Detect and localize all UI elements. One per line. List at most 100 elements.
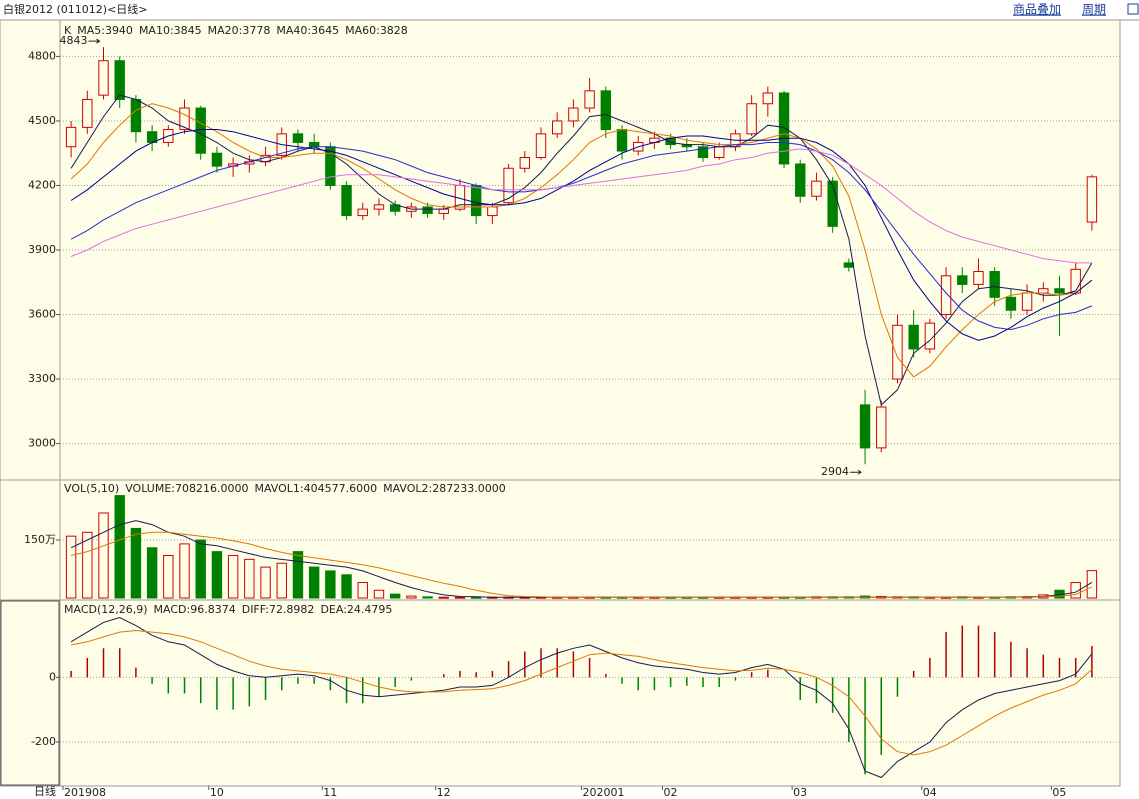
candle-body xyxy=(584,90,595,109)
extreme-label: 4843 xyxy=(60,34,88,47)
y-tick-label: 0 xyxy=(49,670,56,683)
volume-bar xyxy=(1070,582,1081,599)
y-tick-label: 3900 xyxy=(28,243,56,256)
legend-entry: K xyxy=(64,24,72,37)
period-label: 日线 xyxy=(34,784,56,798)
volume-bar xyxy=(98,512,109,599)
candle-body xyxy=(1054,288,1065,294)
candle-body xyxy=(1086,176,1098,223)
candle-body xyxy=(908,324,919,350)
extreme-label: 2904 xyxy=(821,465,849,478)
volume-bar xyxy=(308,566,320,599)
legend-entry: MA40:3645 xyxy=(276,24,339,37)
indicator-line xyxy=(70,142,1093,331)
indicator-line xyxy=(70,148,1092,264)
indicator-line xyxy=(70,129,1093,341)
candle-body xyxy=(892,324,903,380)
candle-body xyxy=(487,206,498,217)
y-tick-label: -200 xyxy=(31,735,56,748)
extreme-arrow xyxy=(850,469,862,475)
volume-bar xyxy=(82,531,93,599)
x-tick-label: 202001 xyxy=(583,786,625,799)
candle-body xyxy=(65,126,77,148)
candle-body xyxy=(973,271,984,285)
x-tick-label: 03 xyxy=(793,786,807,799)
legend-entry: VOLUME:708216.0000 xyxy=(125,482,248,495)
settings-icon[interactable] xyxy=(1127,3,1139,15)
volume-bar xyxy=(1086,570,1098,599)
volume-bar xyxy=(260,566,271,599)
legend-entry: MA60:3828 xyxy=(345,24,408,37)
candle-body xyxy=(130,98,142,133)
candle-body xyxy=(746,103,757,135)
y-tick-label: 150万 xyxy=(24,533,56,546)
indicator-line xyxy=(70,94,1093,406)
volume-bar xyxy=(389,593,401,599)
candle-body xyxy=(843,262,855,268)
x-tick-label: 04 xyxy=(923,786,937,799)
indicator-line xyxy=(71,629,1093,756)
period-link[interactable]: 周期 xyxy=(1082,3,1106,17)
candle-body xyxy=(519,157,530,169)
candle-body xyxy=(600,90,612,131)
volume-bar xyxy=(195,539,206,599)
overlay-link[interactable]: 商品叠加 xyxy=(1013,2,1061,17)
candle-body xyxy=(827,180,838,227)
volume-bar xyxy=(325,570,336,599)
legend-entry: MA5:3940 xyxy=(77,24,133,37)
candle-body xyxy=(957,275,968,285)
candle-body xyxy=(308,141,320,148)
candle-body xyxy=(989,271,1000,298)
x-tick-label: 10 xyxy=(210,786,224,799)
candle-body xyxy=(1038,288,1049,294)
title: 白银2012 (011012)<日线> xyxy=(3,2,148,16)
volume-bar xyxy=(244,558,255,599)
volume-bar xyxy=(292,551,304,599)
candle-body xyxy=(778,92,790,165)
candle-body xyxy=(211,152,223,167)
candle-body xyxy=(859,404,871,449)
extreme-arrow xyxy=(88,38,101,44)
legend-entry: MACD:96.8374 xyxy=(154,603,236,616)
candle-body xyxy=(114,60,125,100)
legend-entry: MAVOL1:404577.6000 xyxy=(254,482,377,495)
volume-bar xyxy=(406,595,417,599)
y-tick-label: 4800 xyxy=(28,49,56,62)
candle-body xyxy=(535,133,547,159)
candle-body xyxy=(470,184,482,217)
legend-entry: MAVOL2:287233.0000 xyxy=(383,482,506,495)
candle-body xyxy=(876,406,887,449)
candle-body xyxy=(357,208,368,217)
y-tick-label: 3000 xyxy=(28,437,56,450)
candle-body xyxy=(98,60,109,96)
candle-body xyxy=(714,146,725,159)
indicator-line xyxy=(70,531,1093,598)
candle-body xyxy=(551,120,563,135)
volume-bar xyxy=(163,554,174,599)
volume-bar xyxy=(438,596,449,599)
candle-body xyxy=(503,167,514,204)
chart-area xyxy=(0,19,1121,787)
x-tick-label: 11 xyxy=(323,786,337,799)
candle-body xyxy=(1070,268,1081,294)
candle-body xyxy=(373,204,385,210)
legend-entry: MA10:3845 xyxy=(139,24,202,37)
y-tick-label: 4200 xyxy=(28,178,56,191)
volume-bar xyxy=(65,535,77,599)
candle-body xyxy=(325,146,336,186)
legend-entry: VOL(5,10) xyxy=(64,482,119,495)
volume-bar xyxy=(146,547,158,599)
candle-body xyxy=(195,107,206,154)
volume-bar xyxy=(179,543,190,599)
candle-body xyxy=(438,208,449,214)
volume-bar xyxy=(276,562,287,599)
candle-body xyxy=(924,322,936,350)
candle-body xyxy=(292,133,304,143)
x-tick-label: 12 xyxy=(437,786,451,799)
candle-body xyxy=(697,146,709,159)
x-tick-label: 201908 xyxy=(64,786,106,799)
indicator-line xyxy=(70,616,1093,779)
volume-bar xyxy=(454,596,466,599)
